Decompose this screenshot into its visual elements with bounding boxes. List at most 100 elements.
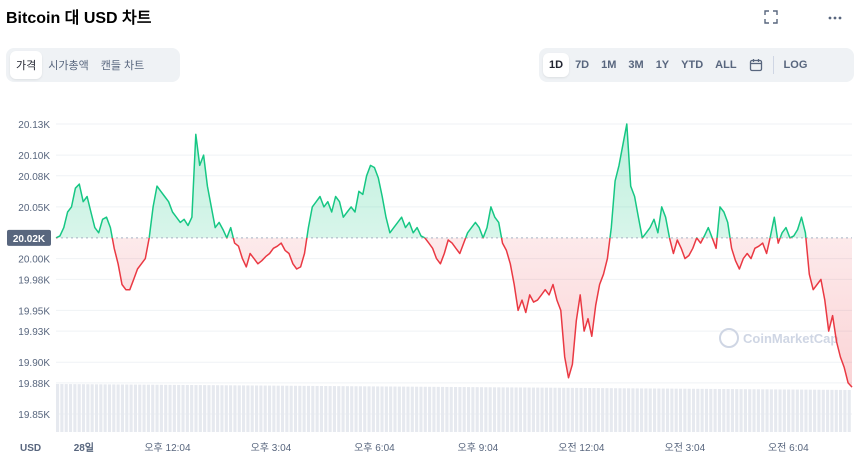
volume-bar [704, 388, 709, 432]
volume-bar [237, 385, 241, 432]
volume-bar [125, 384, 129, 432]
volume-bar [172, 384, 176, 432]
volume-bar [120, 384, 125, 432]
volume-bar [280, 385, 285, 432]
y-tick-label: 19.95K [18, 306, 50, 317]
tab-candle-chart[interactable]: 캔들 차트 [100, 60, 145, 72]
volume-bar [341, 386, 345, 432]
volume-bar [834, 389, 838, 432]
volume-bar [562, 387, 566, 432]
range-ytd[interactable]: YTD [681, 59, 704, 71]
range-1y[interactable]: 1Y [655, 59, 670, 71]
volume-bar [311, 385, 315, 432]
tab-market-cap[interactable]: 시가총액 [48, 60, 89, 72]
volume-bar [752, 389, 756, 432]
volume-bar [821, 389, 825, 432]
volume-bar [644, 388, 648, 432]
y-tick-label: 19.88K [18, 379, 50, 390]
volume-bar [397, 386, 401, 432]
volume-bar [371, 386, 375, 432]
x-tick-label: 오전 12:04 [558, 442, 605, 454]
volume-bar [843, 389, 847, 432]
volume-bar [185, 384, 189, 432]
volume-bar [60, 384, 64, 432]
y-tick-label: 20.05K [18, 203, 50, 214]
volume-bar [99, 384, 103, 432]
volume-bar [527, 387, 531, 432]
volume-bar [458, 387, 462, 432]
volume-bar [142, 384, 146, 432]
volume-bar [354, 386, 358, 432]
volume-bar [259, 385, 263, 432]
volume-bar [791, 389, 795, 432]
volume-bar [782, 389, 786, 432]
calendar-icon[interactable] [749, 58, 763, 72]
volume-bar [743, 389, 747, 432]
volume-bar [436, 386, 440, 432]
volume-bar [640, 388, 644, 432]
volume-bar [384, 386, 388, 432]
volume-bar [86, 384, 90, 432]
log-scale-toggle[interactable]: LOG [783, 59, 808, 71]
price-lines [55, 123, 853, 388]
reference-badge-text: 20.02K [13, 234, 46, 245]
volume-bar [190, 385, 194, 432]
volume-bar [332, 386, 336, 432]
volume-bar [609, 388, 613, 432]
volume-bar [441, 386, 445, 432]
volume-bar [289, 385, 293, 432]
volume-bar [428, 386, 432, 432]
range-1m[interactable]: 1M [601, 59, 617, 71]
more-horizontal-icon[interactable] [826, 10, 844, 28]
volume-bar [505, 387, 510, 432]
x-tick-label: 28일 [74, 441, 94, 454]
volume-bar [778, 389, 782, 432]
volume-bar [90, 384, 94, 432]
range-1d[interactable]: 1D [543, 53, 570, 77]
expand-icon[interactable] [762, 10, 780, 28]
volume-bar [454, 387, 458, 432]
volume-bar [56, 384, 60, 432]
price-line-down [56, 237, 853, 388]
volume-bar [678, 388, 683, 432]
volume-bar [267, 385, 272, 432]
volume-bar [787, 389, 791, 432]
volume-bar [475, 387, 479, 432]
more-icon-svg [828, 16, 842, 20]
volume-bar [151, 384, 155, 432]
x-axis: 28일 오후 12:04 오후 3:04 오후 6:04 오후 9:04 오전 12:04… [74, 441, 809, 454]
volume-bar [380, 386, 384, 432]
volume-bar [255, 385, 259, 432]
volume-bar [358, 386, 362, 432]
volume-bar [376, 386, 380, 432]
volume-bar [510, 387, 514, 432]
volume-bar [804, 389, 808, 432]
reference-price-badge: 20.02K [7, 229, 51, 246]
volume-bar [363, 386, 367, 432]
volume-bar [657, 388, 661, 432]
volume-bar [830, 389, 834, 432]
volume-bar [570, 387, 574, 432]
volume-bar [229, 385, 233, 432]
range-all[interactable]: ALL [715, 59, 737, 71]
volume-bar [367, 386, 371, 432]
y-tick-label: 20.08K [18, 172, 50, 183]
range-7d[interactable]: 7D [575, 59, 590, 71]
volume-bar [488, 387, 492, 432]
volume-bar [211, 385, 215, 432]
volume-bar [726, 389, 730, 432]
volume-bar [324, 386, 328, 432]
volume-bar [665, 388, 670, 432]
volume-bar [103, 384, 107, 432]
volume-bar [501, 387, 505, 432]
volume-bar [618, 388, 622, 432]
volume-bar [129, 384, 133, 432]
watermark-text: CoinMarketCap [743, 331, 838, 346]
volume-bar [216, 385, 220, 432]
range-3m[interactable]: 3M [628, 59, 644, 71]
tab-price[interactable]: 가격 [10, 51, 43, 79]
volume-bar [709, 388, 713, 432]
x-tick-label: 오후 12:04 [144, 442, 191, 454]
volume-bar [242, 385, 246, 432]
